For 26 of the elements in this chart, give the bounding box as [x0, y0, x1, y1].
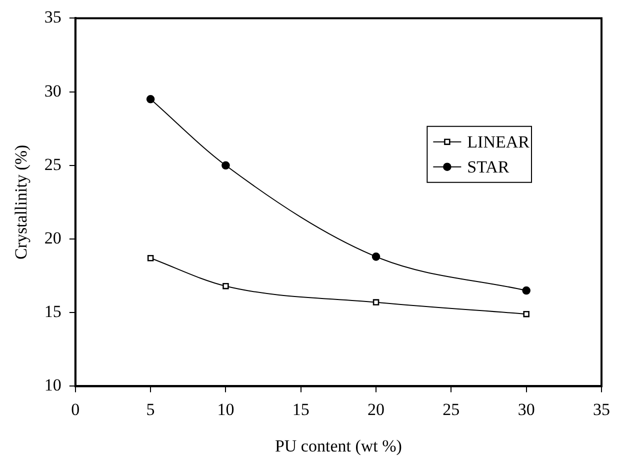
y-tick-label: 25 [44, 154, 62, 174]
x-tick-label: 5 [146, 400, 155, 419]
point [522, 286, 530, 295]
x-tick-label: 30 [518, 400, 535, 419]
y-tick-label: 20 [44, 228, 62, 248]
point [146, 95, 155, 104]
x-tick-label: 25 [442, 400, 460, 419]
point [222, 282, 229, 290]
x-tick-label: 0 [71, 400, 80, 419]
y-tick-label: 15 [44, 302, 62, 322]
point [147, 255, 154, 262]
y-tick-label: 10 [44, 376, 62, 395]
point [372, 252, 380, 261]
x-tick-label: 15 [292, 400, 310, 419]
x-tick-label: 35 [593, 400, 610, 419]
y-tick-label: 35 [44, 8, 62, 27]
x-tick-label: 10 [217, 400, 234, 419]
point [222, 161, 230, 170]
point [372, 299, 380, 306]
x-axis-title: PU content (wt %) [274, 436, 402, 456]
x-tick-label: 20 [368, 400, 385, 419]
y-tick-label: 30 [44, 81, 62, 100]
y-axis-title: Crystallinity (%) [12, 144, 31, 260]
point [523, 310, 530, 318]
legend-label: STAR [467, 157, 510, 176]
legend-label: LINEAR [467, 132, 530, 152]
